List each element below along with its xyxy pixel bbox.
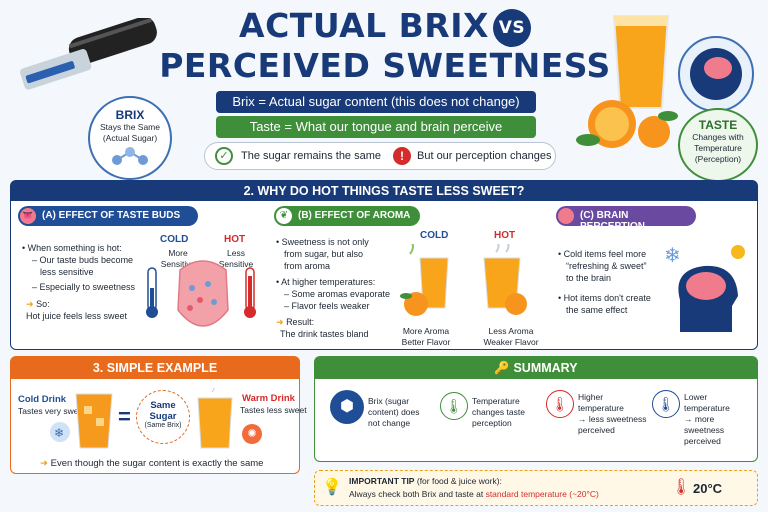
svg-text:❄: ❄ <box>54 426 64 440</box>
head-brain-icon: ❄ <box>664 245 745 332</box>
refractometer-icon <box>20 18 157 90</box>
cold-drink-icon: ❄ <box>50 393 113 449</box>
thermometer-green-icon: 🌡 <box>440 392 468 420</box>
section-summary: 🔑 SUMMARY <box>314 356 758 462</box>
brix-badge: BRIX Stays the Same (Actual Sugar) <box>88 96 172 180</box>
brix-definition: Brix = Actual sugar content (this does n… <box>216 91 536 113</box>
warm-drink-icon <box>197 388 233 449</box>
tongue-icon: 👅 <box>20 208 36 224</box>
vs-badge: VS <box>492 8 531 47</box>
aroma-glasses-icon <box>400 244 527 316</box>
taste-buds-text: • When something is hot: – Our taste bud… <box>22 243 136 321</box>
tongue-thermometers-icon <box>146 260 256 327</box>
lightbulb-icon: 💡 <box>322 479 342 496</box>
key-icon: 🔑 <box>494 361 510 375</box>
thermometer-cold-icon: 🌡 <box>652 390 680 418</box>
leaf-icon: ❦ <box>276 208 292 224</box>
checks-bar: ✓ The sugar remains the same ! But our p… <box>204 142 556 170</box>
alert-icon: ! <box>393 147 411 165</box>
example-footer: ➜ Even though the sugar content is exact… <box>40 458 264 469</box>
taste-badge: TASTE Changes with Temperature (Percepti… <box>678 108 758 182</box>
aroma-text: • Sweetness is not only from sugar, but … <box>276 237 391 339</box>
thermometer-tip-icon: 🌡 <box>671 479 692 496</box>
brain-header: (C) BRAIN PERCEPTION <box>556 206 696 232</box>
taste-buds-header: 👅 (A) EFFECT OF TASTE BUDS <box>18 206 198 226</box>
taste-definition: Taste = What our tongue and brain percei… <box>216 116 536 138</box>
brain-head-icon <box>678 36 754 112</box>
orange-juice-glass-icon <box>576 15 678 148</box>
same-sugar-badge: Same Sugar (Same Brix) <box>136 390 190 444</box>
section2-title: 2. WHY DO HOT THINGS TASTE LESS SWEET? <box>11 181 757 201</box>
important-tip: 💡 IMPORTANT TIP (for food & juice work):… <box>314 470 758 506</box>
thermometer-hot-icon: 🌡 <box>546 390 574 418</box>
check-icon: ✓ <box>215 147 233 165</box>
sun-icon: ✺ <box>242 424 262 444</box>
svg-text:❄: ❄ <box>664 245 681 267</box>
title-line-1: ACTUAL BRIX VS <box>150 6 620 47</box>
molecule-summary-icon: ⬢ <box>330 390 364 424</box>
brain-text: • Cold items feel more “refreshing & swe… <box>558 249 651 315</box>
title-line-2: PERCEIVED SWEETNESS <box>159 46 611 85</box>
aroma-header: ❦ (B) EFFECT OF AROMA <box>274 206 420 226</box>
molecule-icon <box>112 147 148 165</box>
brain-icon <box>558 208 574 224</box>
